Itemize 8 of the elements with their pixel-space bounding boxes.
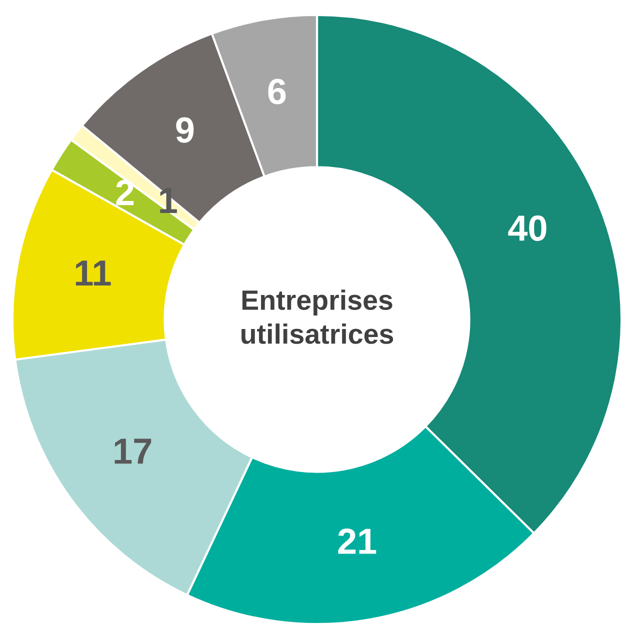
data-label: 17 [114,438,152,464]
data-label: 9 [176,117,194,143]
data-label: 21 [338,528,376,554]
data-label: 40 [508,215,546,242]
data-label: 11 [76,260,111,286]
data-label: 6 [268,78,286,104]
text: Entreprises utilisatrices [242,290,394,344]
data-label: 1 [160,188,177,213]
